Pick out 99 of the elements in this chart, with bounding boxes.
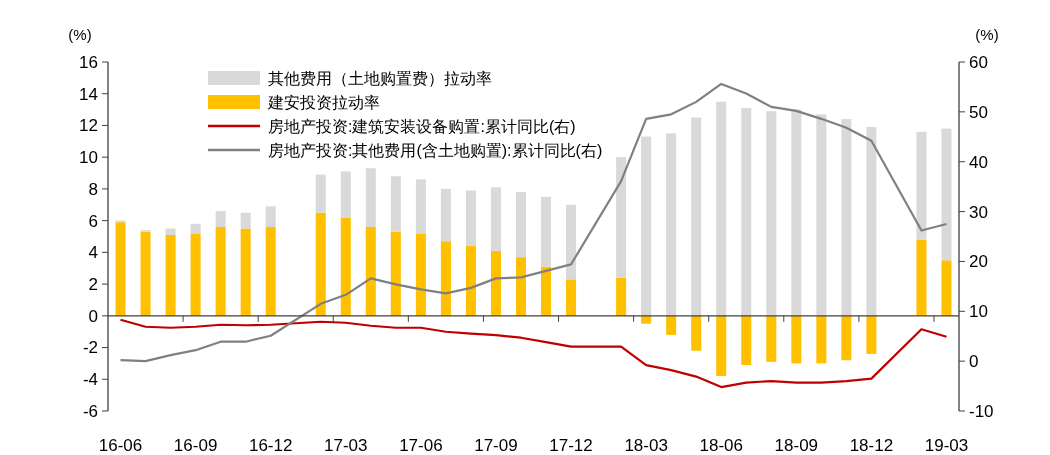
- bar: [490, 187, 501, 251]
- x-tick-label: 17-03: [324, 436, 368, 455]
- y-tick-label: 12: [79, 116, 98, 136]
- bar: [215, 211, 226, 227]
- y-tick-label: -2: [82, 338, 98, 358]
- x-tick-label: 18-12: [849, 436, 894, 455]
- bar: [390, 231, 401, 316]
- y-tick-label: 0: [88, 306, 98, 326]
- x-tick-label: 16-09: [173, 436, 218, 455]
- bar: [165, 228, 176, 235]
- bar: [215, 226, 226, 316]
- x-tick-label: 17-09: [474, 436, 518, 455]
- y2-tick-label: 0: [969, 352, 979, 372]
- bar: [490, 250, 501, 316]
- bar: [365, 226, 376, 316]
- bar: [265, 206, 276, 227]
- bar: [515, 257, 526, 316]
- y2-tick-label: 50: [969, 102, 988, 122]
- x-tick-label: 16-06: [98, 436, 143, 455]
- bar: [566, 204, 577, 280]
- bar: [866, 315, 877, 354]
- bar: [340, 217, 351, 316]
- bar: [415, 233, 426, 316]
- y-axis-title: (%): [68, 26, 92, 43]
- bar: [916, 239, 927, 316]
- bar: [941, 260, 952, 316]
- bar: [465, 190, 476, 247]
- bar: [666, 133, 677, 316]
- bar: [115, 222, 126, 316]
- bar: [766, 111, 777, 316]
- bar: [866, 127, 877, 316]
- bar: [691, 315, 702, 351]
- x-tick-label: 16-12: [248, 436, 293, 455]
- y-tick-label: -6: [82, 401, 98, 421]
- bar: [641, 315, 652, 324]
- bar: [315, 174, 326, 213]
- bar: [390, 176, 401, 232]
- y2-tick-label: 30: [969, 202, 988, 222]
- legend-label: 房地产投资:建筑安装设备购置:累计同比(右): [268, 117, 576, 135]
- x-tick-label: 17-12: [549, 436, 593, 455]
- line-series: [119, 318, 948, 389]
- bar: [941, 128, 952, 261]
- bar: [415, 179, 426, 234]
- bar: [541, 266, 552, 316]
- bar: [440, 188, 451, 242]
- bar: [566, 279, 577, 316]
- bar: [716, 315, 727, 377]
- bar: [190, 233, 201, 316]
- y-tick-label: 16: [79, 52, 98, 72]
- y2-axis-title: (%): [975, 26, 999, 43]
- bar: [616, 277, 627, 316]
- y-tick-label: 14: [79, 84, 98, 104]
- y-tick-label: 4: [88, 243, 98, 263]
- bar: [841, 119, 852, 316]
- y-tick-label: 6: [88, 211, 98, 231]
- bar: [140, 231, 151, 316]
- y2-tick-label: 40: [969, 152, 988, 172]
- bar: [741, 315, 752, 365]
- y-tick-label: 2: [88, 275, 98, 295]
- y2-tick-label: 10: [969, 302, 988, 322]
- bar: [716, 101, 727, 316]
- legend-label: 房地产投资:其他费用(含土地购置):累计同比(右): [268, 141, 603, 159]
- bar: [465, 246, 476, 316]
- legend-label: 建安投资拉动率: [267, 93, 380, 111]
- y-tick-label: 10: [79, 148, 98, 168]
- bar: [240, 228, 251, 316]
- bar: [165, 234, 176, 316]
- bar: [766, 315, 777, 362]
- y-tick-label: -4: [82, 370, 98, 390]
- bar: [641, 136, 652, 316]
- bar: [340, 171, 351, 218]
- legend-label: 其他费用（土地购置费）拉动率: [268, 69, 492, 87]
- y2-tick-label: 60: [969, 52, 988, 72]
- y-tick-label: 8: [88, 179, 98, 199]
- x-tick-label: 18-03: [624, 436, 668, 455]
- x-tick-label: 18-06: [699, 436, 743, 455]
- bar: [616, 157, 627, 278]
- bar: [315, 212, 326, 316]
- y2-tick-label: -10: [969, 401, 994, 421]
- x-tick-label: 19-03: [924, 436, 969, 455]
- x-tick-label: 17-06: [399, 436, 443, 455]
- bar: [791, 109, 802, 316]
- y2-tick-label: 20: [969, 252, 988, 272]
- bar: [265, 226, 276, 316]
- bar: [816, 315, 827, 364]
- bar: [440, 241, 451, 316]
- bar: [515, 192, 526, 258]
- bar: [816, 114, 827, 316]
- bar: [791, 315, 802, 364]
- bar: [541, 196, 552, 267]
- bar: [741, 108, 752, 316]
- bar: [666, 315, 677, 335]
- bar: [365, 168, 376, 227]
- bar: [190, 223, 201, 234]
- bar: [841, 315, 852, 361]
- bar: [691, 117, 702, 316]
- bar: [240, 212, 251, 229]
- x-tick-label: 18-09: [774, 436, 819, 455]
- bar: [916, 131, 927, 240]
